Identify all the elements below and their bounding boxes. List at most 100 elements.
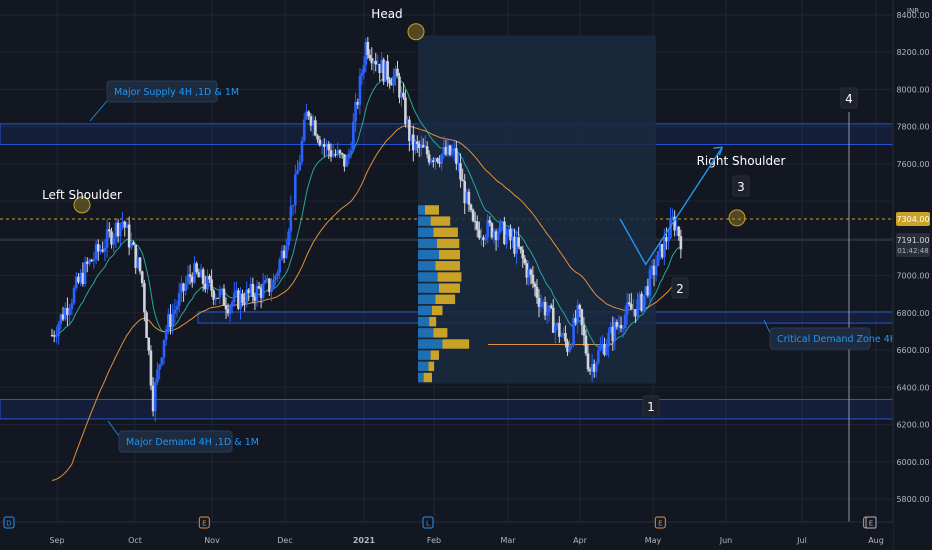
candle-body: [138, 257, 142, 272]
candle-body: [667, 238, 670, 242]
candle-body: [417, 143, 421, 149]
event-marker[interactable]: [422, 516, 434, 529]
profile-buy-bar: [418, 205, 425, 215]
candle-body: [406, 119, 409, 125]
candle-body: [99, 249, 102, 252]
candle-body: [338, 150, 342, 154]
candle-body: [327, 143, 331, 151]
candle-body: [539, 303, 543, 307]
candle-body: [52, 335, 56, 337]
candle-body: [558, 323, 561, 337]
event-marker[interactable]: [865, 516, 877, 529]
candle-body: [408, 119, 411, 141]
candle-body: [177, 292, 181, 306]
candle-body: [599, 347, 602, 351]
candle-body: [505, 234, 508, 244]
candle-body: [171, 313, 174, 327]
candle-body: [204, 283, 207, 290]
candle-body: [291, 205, 295, 207]
time-tick-label: Jun: [719, 536, 733, 545]
profile-sell-bar: [429, 316, 437, 327]
candle-body: [541, 302, 545, 304]
price-axis-background: [893, 0, 932, 550]
candle-body: [543, 302, 547, 316]
candle-body: [621, 328, 625, 330]
candle-body: [519, 246, 522, 250]
candle-body: [390, 83, 393, 86]
candle-body: [145, 312, 148, 338]
candle-body: [329, 150, 333, 157]
candle-body: [224, 305, 228, 310]
candle-body: [525, 263, 529, 278]
candle-body: [452, 148, 456, 152]
event-marker[interactable]: [198, 516, 210, 529]
candle-body: [509, 229, 512, 241]
candle-body: [410, 134, 413, 141]
time-tick-label: Oct: [128, 536, 142, 545]
candle-body: [358, 75, 362, 105]
candle-body: [243, 302, 246, 305]
candle-body: [92, 259, 96, 262]
candle-body: [270, 288, 273, 293]
candle-body: [498, 221, 502, 233]
candle-body: [352, 121, 355, 151]
demand-zone-label-connector: [107, 420, 120, 437]
projection-path: [619, 146, 723, 266]
candle-body: [671, 216, 674, 219]
price-axis[interactable]: INR 8200.00 8000.00 7800.00 7600.00 7000.00 68…: [892, 0, 932, 550]
candle-body: [208, 275, 211, 280]
candle-body: [302, 119, 306, 141]
candle-body: [652, 265, 656, 276]
candle-body: [156, 369, 159, 383]
candle-body: [378, 63, 381, 73]
candle-body: [427, 154, 431, 163]
profile-sell-bar: [430, 350, 439, 360]
candle-body: [574, 318, 577, 323]
candle-body: [105, 229, 109, 248]
candle-body: [186, 274, 190, 284]
candle-body: [282, 250, 286, 258]
time-axis[interactable]: Sep Oct Nov Dec 2021 Feb Mar Apr May Jun Jul Aug D E L…: [0, 516, 893, 550]
candle-body: [266, 278, 269, 280]
candle-body: [206, 275, 209, 290]
candle-body: [467, 191, 471, 205]
price-tick-label: 6400.00: [896, 383, 929, 392]
candle-body: [94, 244, 98, 260]
candle-body: [400, 92, 403, 98]
candle-body: [127, 224, 131, 248]
current-price-value: 7304.00: [896, 215, 929, 224]
candle-body: [343, 154, 346, 167]
price-tick-label: 7800.00: [896, 123, 929, 132]
candle-body: [158, 364, 161, 370]
candle-body: [630, 303, 633, 310]
candle-body: [356, 101, 360, 105]
candle-body: [380, 59, 383, 73]
wave-3-label-box: [732, 175, 750, 197]
currency-label: INR: [907, 7, 919, 15]
time-tick-label: Sep: [49, 536, 64, 545]
candle-body: [537, 297, 541, 307]
candle-body: [496, 232, 500, 241]
candle-body: [654, 265, 658, 276]
candle-body: [503, 221, 506, 244]
candle-body: [588, 369, 592, 372]
volume-profile-box: [418, 35, 656, 384]
candle-body: [249, 283, 253, 294]
candle-body: [605, 346, 608, 355]
candle-body: [473, 221, 477, 223]
candle-body: [450, 151, 454, 155]
candle-body: [440, 154, 444, 164]
candle-body: [414, 141, 417, 151]
event-marker[interactable]: [654, 516, 666, 529]
event-marker[interactable]: [3, 516, 15, 529]
candle-body: [257, 286, 261, 289]
candle-body: [394, 68, 397, 77]
candle-body: [368, 54, 372, 59]
candle-body: [90, 259, 93, 262]
candle-body: [182, 283, 185, 291]
supply-zone-label: Major Supply 4H ,1D & 1M: [114, 87, 239, 98]
candle-body: [173, 309, 177, 314]
profile-buy-bar: [418, 328, 434, 338]
candle-body: [396, 68, 399, 77]
